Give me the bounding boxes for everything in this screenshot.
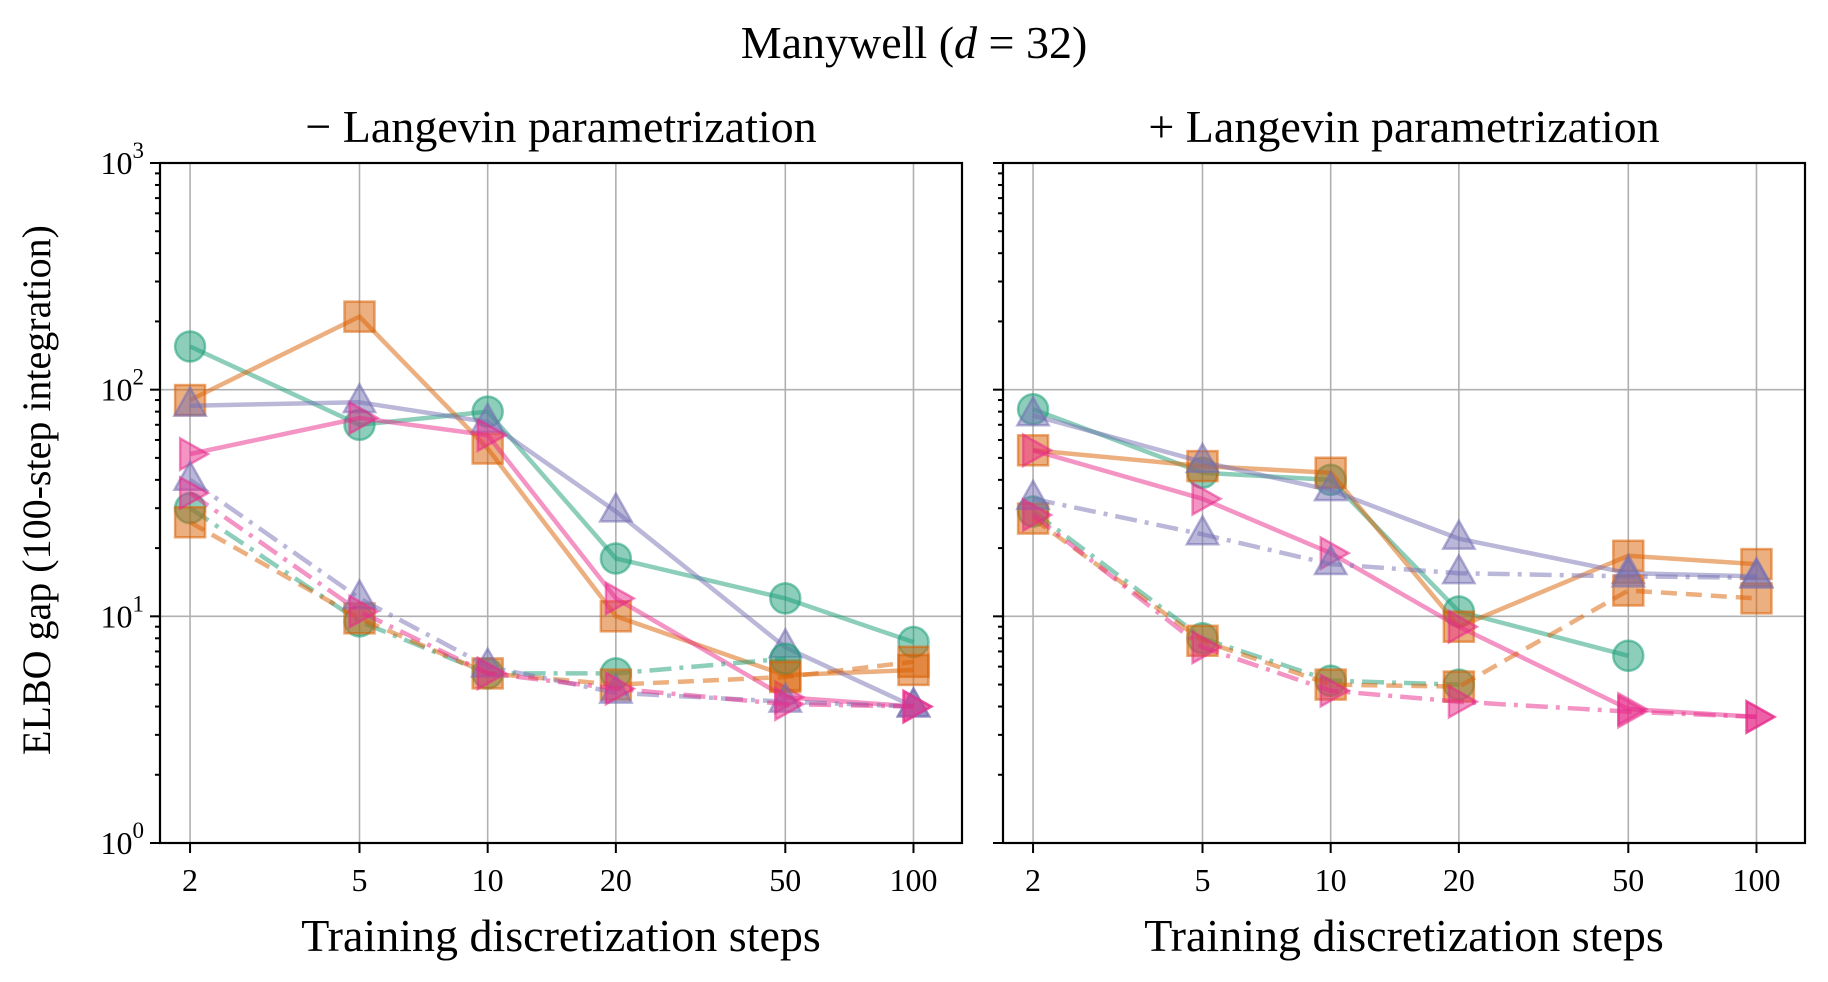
series-orange-square-dashed [1016,502,1773,703]
data-point-triangle-right [1617,693,1649,730]
y-tick-base: 10 [101,372,133,408]
data-point-triangle-up [1184,441,1221,474]
data-point-triangle-right [902,688,935,725]
x-tick-label: 100 [1732,862,1780,898]
series-line-purple-triangle-dashdot [188,478,914,709]
x-tick-label: 20 [600,862,632,898]
data-point-triangle-right [1191,629,1224,666]
x-tick-label: 5 [351,862,367,898]
data-point-triangle-up [1015,394,1051,427]
data-point-triangle-up [598,490,634,523]
data-point-triangle-right [1447,608,1480,645]
series-purple-triangle-dashdot [172,459,932,718]
series-line-pink-triangle-right-dashdot [1031,513,1757,720]
axes-frame [158,161,964,845]
series-line-pink-triangle-right-dashdot [188,491,914,709]
y-tick-label: 101 [101,591,145,634]
data-point-circle [173,330,207,363]
y-tick-exponent: 1 [133,591,145,616]
data-point-triangle-right [1191,481,1224,517]
data-point-triangle-up [1312,543,1349,576]
series-line-purple-triangle-dashdot [1032,496,1757,580]
x-tick-label: 10 [472,862,504,898]
y-tick-exponent: 3 [133,138,145,163]
data-point-square [343,300,376,333]
x-tick-label: 2 [1025,862,1041,898]
data-point-triangle-up [1312,469,1349,502]
data-point-triangle-right [1021,497,1054,533]
x-tick-label: 50 [1612,862,1644,898]
x-tick-label: 10 [1315,862,1347,898]
axes-frame [1001,161,1807,845]
series-line-orange-square-dashed [188,520,914,687]
data-point-triangle-right [476,655,509,692]
series-line-teal-circle-solid [189,344,915,645]
series-pink-triangle-right-dashdot [1021,497,1778,735]
data-point-triangle-right [604,580,637,617]
data-point-triangle-right [348,593,381,630]
panel-title: − Langevin parametrization [305,101,816,152]
series-line-pink-triangle-right-solid [189,415,914,709]
x-axis-label: Training discretization steps [301,910,821,961]
y-tick-label: 100 [101,818,145,861]
data-point-triangle-up [1738,557,1775,589]
data-point-triangle-right [1319,672,1352,709]
data-point-square [897,645,930,679]
data-point-circle [1612,639,1645,673]
x-tick-label: 2 [182,862,198,898]
y-tick-base: 10 [101,598,133,634]
data-point-triangle-up [1441,552,1477,585]
x-tick-label: 20 [1443,862,1475,898]
series-pink-triangle-right-dashdot [178,475,935,725]
data-point-triangle-up [1441,518,1477,550]
x-tick-label: 100 [889,862,937,898]
y-tick-base: 10 [101,145,133,181]
y-axis-label: ELBO gap (100-step integration) [14,225,59,755]
series-purple-triangle-dashdot [1015,478,1775,589]
data-point-square [173,506,207,539]
panel-title: + Langevin parametrization [1148,101,1659,152]
y-tick-base: 10 [101,825,133,861]
data-point-triangle-right [178,475,211,511]
y-tick-label: 102 [101,365,145,408]
data-point-circle [599,542,633,575]
data-point-circle [769,582,802,615]
panel-with-langevin: 2 5 10 20 50 100 + Langevin parametrization Tra… [993,101,1807,961]
data-point-triangle-right [476,417,509,453]
data-point-triangle-right [348,400,381,436]
data-point-triangle-up [1184,513,1221,546]
series-line-purple-triangle-solid [190,400,915,709]
data-point-triangle-right [604,670,637,707]
series-line-orange-square-dashed [1031,516,1757,689]
series-orange-square-solid [1016,434,1773,643]
series-line-pink-triangle-right-solid [1032,448,1757,720]
data-point-triangle-right [1447,683,1480,720]
data-point-triangle-up [172,385,208,417]
series-line-purple-triangle-solid [1032,413,1757,579]
data-point-triangle-right [1745,699,1778,735]
series-line-teal-circle-dashdot [1031,509,1459,687]
series-orange-square-dashed [173,506,930,701]
x-axis-label: Training discretization steps [1144,910,1664,961]
data-point-triangle-right [178,436,211,472]
y-tick-label: 103 [101,138,145,181]
data-point-triangle-right [774,686,806,722]
series-teal-circle-solid [173,330,930,659]
figure-suptitle: Manywell (d = 32) [741,17,1088,68]
series-orange-square-solid [173,300,930,692]
data-point-triangle-right [1021,432,1054,469]
y-tick-exponent: 0 [133,818,145,843]
x-tick-label: 5 [1194,862,1210,898]
series-line-orange-square-solid [189,314,914,678]
series-line-orange-square-solid [1032,448,1757,629]
x-tick-label: 50 [769,862,801,898]
y-tick-exponent: 2 [133,365,145,390]
data-point-triangle-up [1610,555,1647,588]
